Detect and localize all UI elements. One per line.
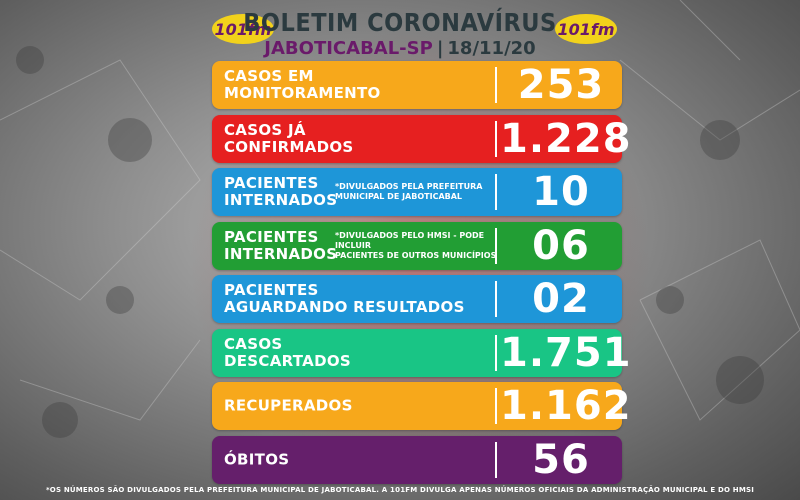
divider: [495, 227, 497, 264]
stat-value: 1.228: [500, 115, 632, 162]
stat-label: ÓBITOS: [224, 450, 290, 468]
radio-logo-icon: 101fm: [212, 14, 274, 44]
stat-row-discarded: CASOS DESCARTADOS 1.751: [212, 328, 632, 377]
stat-label: PACIENTES AGUARDANDO RESULTADOS: [224, 281, 465, 316]
divider: [495, 67, 497, 103]
stat-row-deaths: ÓBITOS 56: [212, 435, 622, 484]
page-title: BOLETIM CORONAVÍRUS: [243, 8, 557, 37]
city-label: JABOTICABAL-SP: [264, 38, 433, 59]
stat-label: CASOS EM MONITORAMENTO: [224, 67, 381, 102]
stat-value: 253: [517, 62, 605, 108]
stat-row-awaiting: PACIENTES AGUARDANDO RESULTADOS 02: [212, 275, 622, 323]
separator: |: [436, 38, 444, 59]
divider: [495, 120, 497, 157]
stat-label: PACIENTES INTERNADOS: [224, 227, 338, 263]
stat-label: RECUPERADOS: [224, 396, 353, 415]
stat-row-hospitalized-prefeitura: PACIENTES INTERNADOS *DIVULGADOS PELA PR…: [212, 168, 622, 216]
stat-value: 56: [532, 436, 590, 483]
radio-logo-icon: 101fm: [555, 14, 617, 44]
divider: [495, 334, 497, 371]
logo-text: 101fm: [557, 20, 614, 39]
stat-label: CASOS JÁ CONFIRMADOS: [224, 120, 354, 156]
divider: [495, 174, 497, 210]
divider: [495, 281, 497, 317]
stat-value: 1.751: [500, 329, 632, 376]
divider: [495, 388, 497, 424]
stat-row-monitoring: CASOS EM MONITORAMENTO 253: [212, 61, 622, 109]
divider: [495, 441, 497, 478]
stat-label: PACIENTES INTERNADOS: [224, 174, 338, 209]
logo-text: 101fm: [214, 20, 271, 39]
stat-row-hospitalized-hmsi: PACIENTES INTERNADOS *DIVULGADOS PELO HM…: [212, 221, 622, 270]
date-label: 18/11/20: [447, 38, 536, 59]
stat-value: 1.162: [500, 383, 632, 429]
stat-value: 10: [532, 169, 590, 215]
stat-row-confirmed: CASOS JÁ CONFIRMADOS 1.228: [212, 114, 632, 163]
stat-note: *DIVULGADOS PELA PREFEITURA MUNICIPAL DE…: [335, 182, 483, 201]
subtitle: JABOTICABAL-SP | 18/11/20: [0, 38, 800, 59]
header: 101fm BOLETIM CORONAVÍRUS JABOTICABAL-SP…: [0, 6, 800, 62]
footer-disclaimer: *OS NÚMEROS SÃO DIVULGADOS PELA PREFEITU…: [45, 486, 755, 494]
stat-value: 06: [532, 222, 590, 269]
stats-list: CASOS EM MONITORAMENTO 253 CASOS JÁ CONF…: [212, 61, 632, 489]
stat-row-recovered: RECUPERADOS 1.162: [212, 382, 632, 430]
stat-label: CASOS DESCARTADOS: [224, 334, 351, 370]
stat-value: 02: [532, 276, 590, 322]
stat-note: *DIVULGADOS PELO HMSI - PODE INCLUIR PAC…: [335, 230, 497, 260]
